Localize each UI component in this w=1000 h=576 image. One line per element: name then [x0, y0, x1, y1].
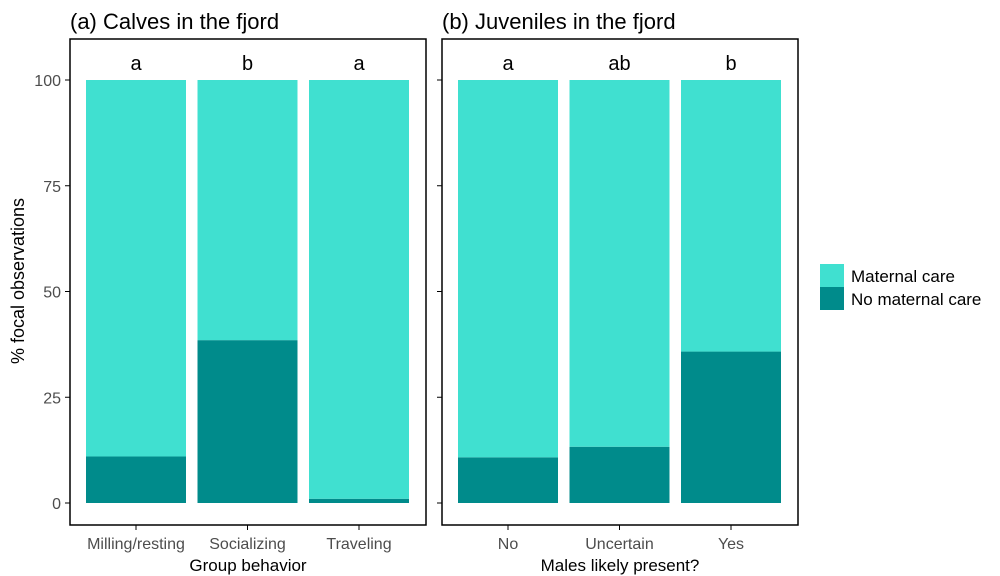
bar-socializing-maternal-care [197, 80, 298, 341]
x-tick-label-milling-resting: Milling/resting [87, 536, 185, 553]
bar-yes-no-maternal-care [681, 351, 781, 503]
panel-a-y-ticks: 0 25 50 75 100 [34, 73, 70, 513]
panel-b-x-axis-title: Males likely present? [541, 556, 700, 575]
panel-b-bars [458, 80, 781, 503]
y-tick-label-25: 25 [43, 390, 61, 407]
x-tick-label-socializing: Socializing [209, 536, 285, 553]
significance-letter-uncertain: ab [608, 53, 630, 75]
x-tick-label-uncertain: Uncertain [585, 536, 653, 553]
panel-b: (b) Juveniles in the fjord a ab b No Uncert… [437, 9, 799, 575]
legend-swatch-maternal-care [820, 264, 844, 287]
panel-b-y-ticks [437, 79, 442, 504]
panel-a-title: (a) Calves in the fjord [70, 9, 279, 34]
x-tick-label-yes: Yes [718, 536, 744, 553]
bar-milling-resting-no-maternal-care [86, 456, 186, 503]
panel-a-x-ticks: Milling/resting Socializing Traveling [87, 525, 392, 553]
legend-label-maternal-care: Maternal care [851, 267, 955, 286]
panel-a-x-axis-title: Group behavior [189, 556, 307, 575]
legend-label-no-maternal-care: No maternal care [851, 290, 981, 309]
significance-letter-yes: b [725, 53, 736, 75]
panel-a: (a) Calves in the fjord a b a 0 25 50 75 100 M… [34, 9, 427, 575]
legend-swatch-no-maternal-care [820, 287, 844, 310]
bar-no-no-maternal-care [458, 457, 558, 503]
bar-traveling-no-maternal-care [309, 498, 409, 503]
y-tick-label-50: 50 [43, 285, 61, 302]
x-tick-label-no: No [498, 536, 519, 553]
x-tick-label-traveling: Traveling [326, 536, 391, 553]
significance-letter-socializing: b [242, 53, 253, 75]
bar-uncertain-maternal-care [569, 80, 670, 447]
bar-socializing-no-maternal-care [197, 340, 298, 503]
y-tick-label-0: 0 [52, 496, 61, 513]
bar-yes-maternal-care [681, 80, 781, 352]
bar-uncertain-no-maternal-care [569, 446, 670, 503]
panel-b-title: (b) Juveniles in the fjord [442, 9, 676, 34]
bar-no-maternal-care [458, 80, 558, 458]
panel-b-x-ticks: No Uncertain Yes [498, 525, 744, 553]
bar-traveling-maternal-care [309, 80, 409, 499]
significance-letter-traveling: a [353, 53, 365, 75]
legend: Maternal care No maternal care [820, 264, 981, 310]
significance-letter-no: a [502, 53, 514, 75]
panel-b-letters: a ab b [502, 53, 736, 75]
bar-milling-resting-maternal-care [86, 80, 186, 457]
y-tick-label-100: 100 [34, 73, 61, 90]
panel-a-bars [86, 80, 409, 503]
significance-letter-milling-resting: a [130, 53, 142, 75]
y-axis-title: % focal observations [8, 198, 28, 364]
y-tick-label-75: 75 [43, 179, 61, 196]
